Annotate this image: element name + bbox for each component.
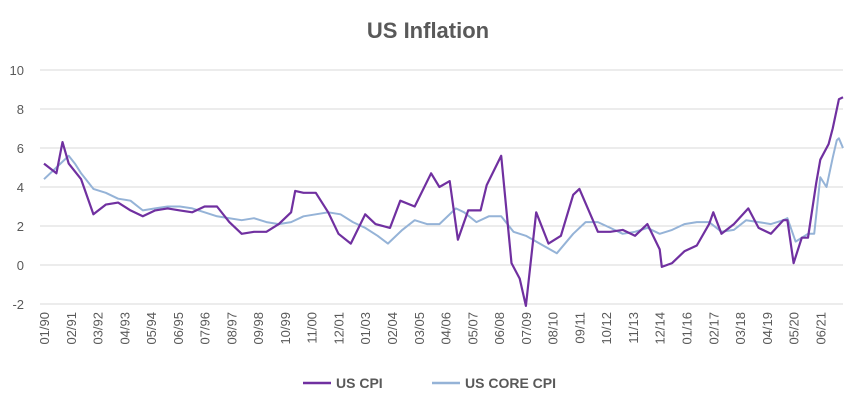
x-tick-label: 11/00 <box>305 312 320 344</box>
x-tick-label: 02/91 <box>64 312 79 345</box>
x-tick-label: 05/20 <box>787 312 802 345</box>
y-tick-label: 6 <box>17 141 24 156</box>
legend-label-us-cpi: US CPI <box>336 375 383 391</box>
y-tick-label: 10 <box>10 63 24 78</box>
x-tick-label: 06/95 <box>171 312 186 345</box>
x-tick-label: 12/01 <box>331 312 346 345</box>
x-tick-label: 01/16 <box>679 312 694 345</box>
x-tick-label: 03/92 <box>91 312 106 345</box>
x-tick-label: 05/07 <box>465 312 480 345</box>
x-tick-label: 12/14 <box>653 312 668 345</box>
x-tick-label: 02/04 <box>385 312 400 345</box>
y-axis: -2 0 2 4 6 8 10 <box>10 63 24 312</box>
x-tick-label: 02/17 <box>706 312 721 345</box>
y-tick-label: 0 <box>17 258 24 273</box>
x-tick-label: 06/21 <box>813 312 828 345</box>
y-tick-label: 8 <box>17 102 24 117</box>
x-tick-label: 06/08 <box>492 312 507 345</box>
series-lines <box>43 96 844 307</box>
x-tick-label: 05/94 <box>144 312 159 345</box>
x-tick-label: 03/05 <box>412 312 427 345</box>
chart-title: US Inflation <box>367 18 489 43</box>
x-tick-label: 11/13 <box>626 312 641 344</box>
x-tick-label: 10/12 <box>599 312 614 345</box>
x-tick-label: 08/97 <box>224 312 239 345</box>
y-tick-label: 2 <box>17 219 24 234</box>
gridlines <box>40 69 843 305</box>
x-tick-label: 03/18 <box>733 312 748 345</box>
series-line-us-core-cpi <box>43 137 844 255</box>
x-tick-label: 04/93 <box>117 312 132 345</box>
series-line-us-cpi <box>43 96 844 307</box>
x-tick-label: 07/96 <box>198 312 213 345</box>
x-tick-label: 04/06 <box>439 312 454 345</box>
x-tick-label: 09/98 <box>251 312 266 345</box>
y-tick-label: -2 <box>12 297 24 312</box>
x-tick-label: 10/99 <box>278 312 293 345</box>
x-tick-label: 07/09 <box>519 312 534 345</box>
legend-label-us-core-cpi: US CORE CPI <box>465 375 556 391</box>
x-tick-label: 09/11 <box>572 312 587 344</box>
x-axis: 01/90 02/91 03/92 04/93 05/94 06/95 07/96 08/97… <box>37 312 828 345</box>
y-tick-label: 4 <box>17 180 24 195</box>
x-tick-label: 01/03 <box>358 312 373 345</box>
x-tick-label: 08/10 <box>546 312 561 345</box>
x-tick-label: 01/90 <box>37 312 52 345</box>
x-tick-label: 04/19 <box>760 312 775 345</box>
legend: US CPI US CORE CPI <box>303 375 556 391</box>
